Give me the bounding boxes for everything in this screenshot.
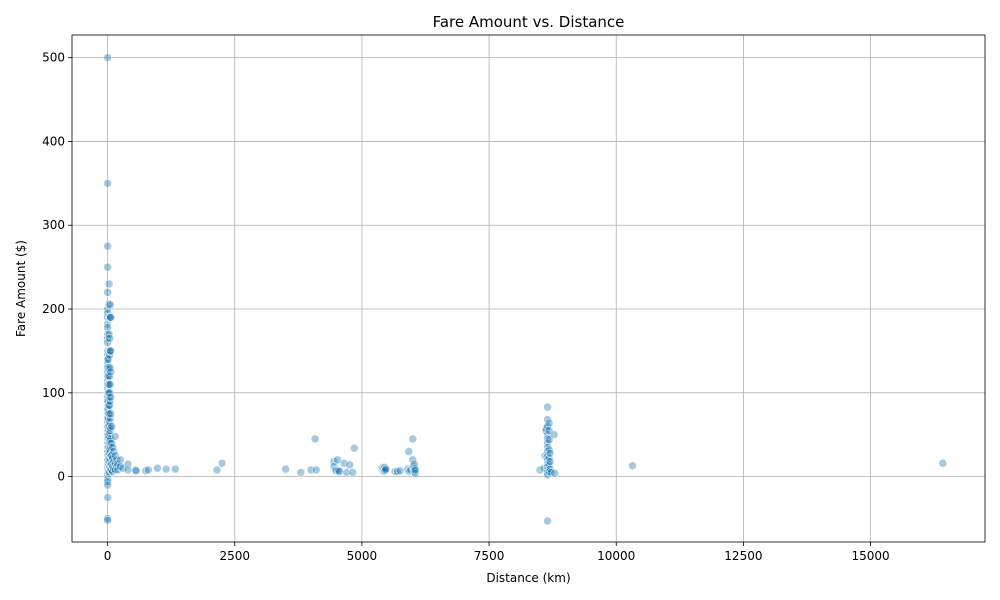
x-tick-label: 7500 [474,549,505,563]
data-point [103,241,112,251]
chart-title: Fare Amount vs. Distance [433,13,625,31]
data-point [545,448,555,458]
data-point [540,451,550,460]
data-point [103,493,112,502]
y-axis-label: Fare Amount ($) [14,240,28,337]
data-point [106,409,115,419]
data-point [349,443,359,453]
x-tick-label: 12500 [724,549,762,563]
data-point [545,457,555,466]
data-point [381,464,391,474]
data-point [170,464,180,474]
x-tick-label: 15000 [851,549,889,563]
data-point [104,279,114,289]
plot-frame [71,34,986,543]
x-tick-label: 0 [104,549,112,563]
y-tick-label: 500 [42,51,65,65]
data-point [106,434,115,444]
data-point [143,465,153,475]
data-point [395,466,405,476]
data-point [116,455,125,465]
data-point [281,464,290,474]
data-point [123,465,133,475]
data-point [105,388,114,398]
data-point [105,380,115,389]
data-point [103,323,112,332]
data-point [161,464,171,474]
x-tick-label: 2500 [219,549,250,563]
ticks-layer: 0 2500 5000 7500 10000 12500 15000 0 100 200 300 40… [42,51,890,563]
data-point [110,432,120,441]
data-point [153,463,162,473]
data-point [116,462,125,471]
data-point [339,458,349,468]
data-point [103,262,112,272]
data-point [348,468,358,477]
data-point [103,477,112,486]
data-point [103,515,112,525]
data-point [546,468,556,477]
data-point [217,458,227,468]
data-point [404,447,414,456]
data-point [106,367,115,377]
data-point [549,430,559,440]
data-point [306,465,316,475]
data-point [113,459,123,469]
data-point [106,346,115,356]
points-layer [103,53,948,526]
data-point [544,445,554,455]
data-point [103,287,112,297]
data-point [408,434,418,444]
y-tick-label: 400 [42,134,65,148]
data-point [628,461,637,471]
data-point [544,426,554,435]
x-tick-label: 5000 [347,549,378,563]
data-point [105,371,114,381]
data-point [550,468,559,478]
data-point [123,459,133,469]
y-tick-label: 200 [42,302,65,316]
data-point [131,465,140,475]
data-point [938,458,948,468]
data-point [105,300,115,310]
data-point [112,455,122,465]
data-point [103,53,112,62]
data-point [296,468,306,477]
x-axis-label: Distance (km) [486,571,570,585]
data-point [381,465,390,475]
y-tick-label: 100 [42,386,65,400]
data-point [103,480,112,490]
data-point [543,516,552,526]
x-tick-label: 10000 [597,549,635,563]
data-point [103,179,112,188]
data-point [108,443,117,452]
y-tick-label: 300 [42,218,65,232]
data-point [411,465,420,475]
data-point [118,463,128,473]
data-point [107,422,116,431]
data-point [335,467,344,476]
data-point [345,460,355,470]
data-point [103,313,112,322]
data-point [105,334,114,343]
data-point [311,465,321,475]
data-point [332,466,341,476]
grid-layer [72,35,985,542]
data-point [342,468,351,477]
data-point [544,418,554,428]
data-point [103,338,112,347]
data-point [310,434,320,444]
data-point [544,435,554,445]
data-point [131,466,141,476]
data-point [411,468,420,478]
data-point [106,392,115,402]
data-point [106,313,115,322]
data-point [212,465,222,475]
y-tick-label: 0 [57,470,65,484]
data-point [107,438,116,448]
data-point [543,402,552,412]
